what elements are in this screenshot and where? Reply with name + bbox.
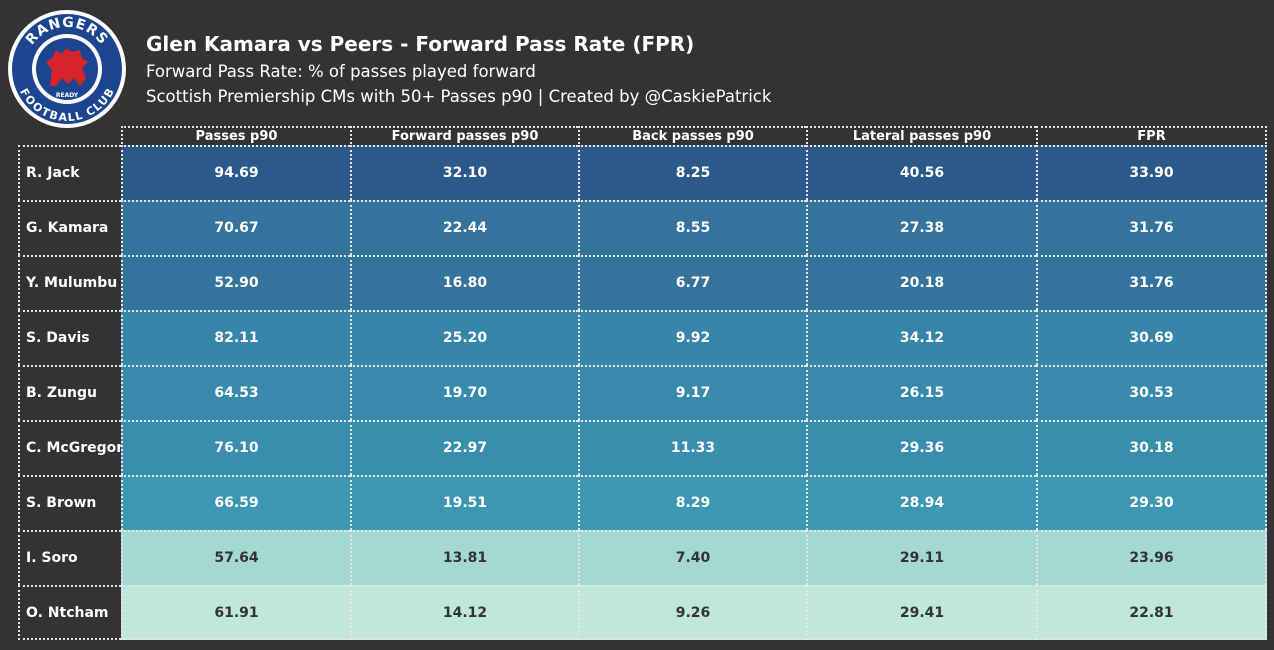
table-cell: 20.18 [806,255,1036,310]
lion-icon [46,48,88,86]
rangers-crest-icon: RANGERS FOOTBALL CLUB READY [8,10,126,128]
table-cell: 31.76 [1036,200,1267,255]
table-cell: 22.97 [350,420,578,475]
table-cell: 64.53 [121,365,350,420]
crest-text-ready: READY [56,92,79,99]
table-cell: 31.76 [1036,255,1267,310]
table-cell: 16.80 [350,255,578,310]
table-cell: 33.90 [1036,145,1267,200]
table-cell: 9.17 [578,365,806,420]
table-cell: 29.36 [806,420,1036,475]
column-header: Back passes p90 [578,126,806,144]
table-cell: 25.20 [350,310,578,365]
column-header: Passes p90 [121,126,350,144]
table-cell: 70.67 [121,200,350,255]
table-cell: 13.81 [350,530,578,585]
table-cell: 28.94 [806,475,1036,530]
table-cell: 57.64 [121,530,350,585]
table-row: I. Soro 57.64 13.81 7.40 29.11 23.96 [18,530,1267,585]
table-cell: 26.15 [806,365,1036,420]
table-cell: 22.44 [350,200,578,255]
data-table: R. Jack 94.69 32.10 8.25 40.56 33.90 G. Kamara… [18,145,1267,642]
table-cell: 40.56 [806,145,1036,200]
table-row: B. Zungu 64.53 19.70 9.17 26.15 30.53 [18,365,1267,420]
player-name: R. Jack [18,145,121,200]
table-cell: 30.53 [1036,365,1267,420]
table-cell: 22.81 [1036,585,1267,640]
table-row: C. McGregor 76.10 22.97 11.33 29.36 30.18 [18,420,1267,475]
table-cell: 32.10 [350,145,578,200]
player-name: S. Brown [18,475,121,530]
player-name: C. McGregor [18,420,123,475]
table-cell: 29.41 [806,585,1036,640]
table-cell: 8.55 [578,200,806,255]
table-row: S. Davis 82.11 25.20 9.92 34.12 30.69 [18,310,1267,365]
table-cell: 6.77 [578,255,806,310]
column-header: Forward passes p90 [350,126,578,144]
table-cell: 9.92 [578,310,806,365]
chart-title: Glen Kamara vs Peers - Forward Pass Rate… [146,32,695,56]
table-cell: 76.10 [121,420,350,475]
chart-subtitle: Forward Pass Rate: % of passes played fo… [146,62,536,81]
table-cell: 29.30 [1036,475,1267,530]
table-cell: 30.69 [1036,310,1267,365]
column-header: Lateral passes p90 [806,126,1036,144]
table-cell: 82.11 [121,310,350,365]
table-cell: 9.26 [578,585,806,640]
table-cell: 52.90 [121,255,350,310]
table-cell: 8.29 [578,475,806,530]
table-cell: 11.33 [578,420,806,475]
table-cell: 66.59 [121,475,350,530]
chart-credit: Scottish Premiership CMs with 50+ Passes… [146,87,772,106]
table-cell: 30.18 [1036,420,1267,475]
table-cell: 8.25 [578,145,806,200]
table-row: R. Jack 94.69 32.10 8.25 40.56 33.90 [18,145,1267,200]
table-row: S. Brown 66.59 19.51 8.29 28.94 29.30 [18,475,1267,530]
player-name: B. Zungu [18,365,121,420]
table-cell: 94.69 [121,145,350,200]
player-name: Y. Mulumbu [18,255,121,310]
table-cell: 27.38 [806,200,1036,255]
table-cell: 19.70 [350,365,578,420]
table-row: Y. Mulumbu 52.90 16.80 6.77 20.18 31.76 [18,255,1267,310]
player-name: I. Soro [18,530,121,585]
table-cell: 19.51 [350,475,578,530]
table-cell: 7.40 [578,530,806,585]
table-row: G. Kamara 70.67 22.44 8.55 27.38 31.76 [18,200,1267,255]
player-name: S. Davis [18,310,121,365]
table-cell: 23.96 [1036,530,1267,585]
column-header: FPR [1036,126,1267,144]
table-row: O. Ntcham 61.91 14.12 9.26 29.41 22.81 [18,585,1267,640]
table-cell: 29.11 [806,530,1036,585]
table-cell: 14.12 [350,585,578,640]
player-name: O. Ntcham [18,585,121,640]
table-cell: 34.12 [806,310,1036,365]
table-cell: 61.91 [121,585,350,640]
player-name: G. Kamara [18,200,121,255]
